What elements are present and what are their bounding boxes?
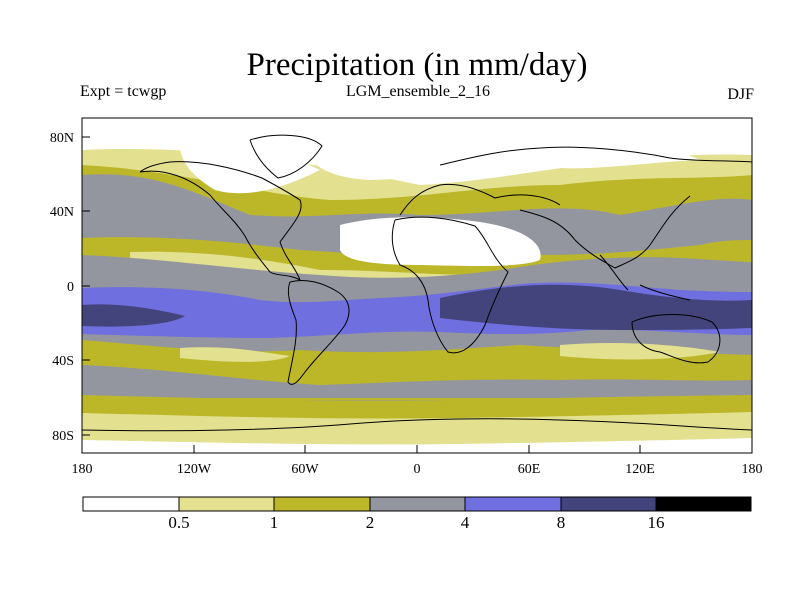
dataset-label: LGM_ensemble_2_16 — [346, 83, 490, 100]
lon-label-60w: 60W — [291, 462, 319, 477]
lon-label-180w: 180 — [72, 462, 93, 477]
colorbar-label-3: 4 — [461, 513, 470, 532]
dry-eurasia — [300, 127, 700, 180]
colorbar-seg-0 — [82, 496, 180, 512]
colorbar-label-4: 8 — [557, 513, 566, 532]
coast-antarctica — [82, 418, 752, 432]
lon-label-60e: 60E — [518, 462, 541, 477]
lon-label-180e: 180 — [742, 462, 763, 477]
colorbar-seg-3 — [369, 496, 466, 512]
colorbar-seg-6 — [655, 496, 752, 512]
band-dark-itcz — [82, 284, 752, 330]
colorbar-label-2: 2 — [366, 513, 375, 532]
lat-label-40s: 40S — [52, 354, 74, 369]
lon-label-120e: 120E — [625, 462, 655, 477]
colorbar-label-0: 0.5 — [168, 513, 189, 532]
season-label: DJF — [727, 86, 754, 103]
coastlines — [82, 134, 752, 432]
coast-indochina — [599, 254, 691, 301]
band-olive-southern-ocean — [82, 395, 752, 420]
colorbar — [82, 496, 752, 512]
colorbar-seg-1 — [178, 496, 275, 512]
coast-africa — [391, 216, 509, 354]
dry-sahara — [340, 217, 541, 266]
coast-australia — [631, 314, 721, 364]
band-grey-south — [82, 365, 752, 398]
colorbar-seg-2 — [273, 496, 371, 512]
dry-arctic-west — [180, 143, 320, 194]
coast-asia — [519, 195, 691, 269]
coast-greenland — [249, 134, 323, 179]
experiment-label: Expt = tcwgp — [80, 83, 167, 100]
lon-label-0: 0 — [414, 462, 421, 477]
colorbar-label-5: 16 — [648, 513, 665, 532]
lat-label-80s: 80S — [52, 429, 74, 444]
precip-field — [82, 118, 752, 453]
lat-label-0: 0 — [67, 280, 74, 295]
coast-europe — [399, 183, 561, 216]
tick-marks — [82, 136, 641, 453]
band-light-south — [180, 342, 720, 362]
coast-south-america — [287, 279, 350, 385]
colorbar-label-1: 1 — [270, 513, 279, 532]
lat-label-40n: 40N — [50, 205, 74, 220]
coast-north-america — [139, 161, 302, 282]
plot-title: Precipitation (in mm/day) — [246, 47, 588, 83]
lat-label-80n: 80N — [50, 131, 74, 146]
coast-eurasia-north — [439, 146, 752, 166]
colorbar-seg-4 — [464, 496, 562, 512]
lon-label-120w: 120W — [177, 462, 212, 477]
colorbar-seg-5 — [560, 496, 657, 512]
